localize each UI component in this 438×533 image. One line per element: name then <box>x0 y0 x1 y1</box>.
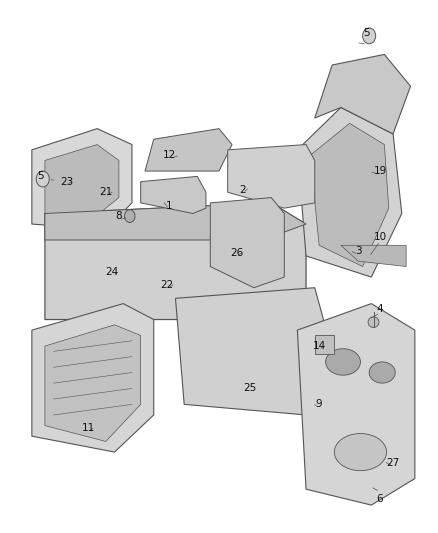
Text: 26: 26 <box>230 248 243 259</box>
Polygon shape <box>297 304 415 505</box>
Polygon shape <box>210 198 284 288</box>
Polygon shape <box>315 54 410 134</box>
Text: 14: 14 <box>312 341 326 351</box>
Text: 6: 6 <box>377 494 383 504</box>
Text: 24: 24 <box>106 267 119 277</box>
Circle shape <box>36 171 49 187</box>
Text: 10: 10 <box>374 232 387 243</box>
Text: 22: 22 <box>160 280 173 290</box>
Polygon shape <box>145 128 232 171</box>
Text: 21: 21 <box>99 187 113 197</box>
Polygon shape <box>341 245 406 266</box>
Text: 23: 23 <box>60 176 73 187</box>
Text: 9: 9 <box>316 399 322 409</box>
Text: 3: 3 <box>355 246 362 256</box>
Polygon shape <box>45 325 141 441</box>
Text: 8: 8 <box>116 211 122 221</box>
Polygon shape <box>45 203 306 319</box>
Polygon shape <box>311 123 389 266</box>
Polygon shape <box>32 304 154 452</box>
Text: 12: 12 <box>162 150 176 160</box>
Polygon shape <box>176 288 323 415</box>
Text: 4: 4 <box>377 304 383 314</box>
Polygon shape <box>297 108 402 277</box>
Text: 5: 5 <box>364 28 370 38</box>
Polygon shape <box>228 144 315 208</box>
Polygon shape <box>45 203 306 240</box>
Ellipse shape <box>325 349 360 375</box>
Text: 27: 27 <box>386 458 400 467</box>
Ellipse shape <box>369 362 395 383</box>
Bar <box>315 335 334 354</box>
Text: 2: 2 <box>240 184 246 195</box>
Polygon shape <box>141 176 206 214</box>
Polygon shape <box>45 144 119 219</box>
Text: 5: 5 <box>37 172 44 181</box>
Circle shape <box>363 28 376 44</box>
Ellipse shape <box>334 433 387 471</box>
Text: 11: 11 <box>82 423 95 433</box>
Text: 19: 19 <box>374 166 387 176</box>
Polygon shape <box>32 128 132 229</box>
Text: 25: 25 <box>243 383 256 393</box>
Circle shape <box>124 210 135 222</box>
Text: 1: 1 <box>166 200 172 211</box>
Ellipse shape <box>368 317 379 327</box>
